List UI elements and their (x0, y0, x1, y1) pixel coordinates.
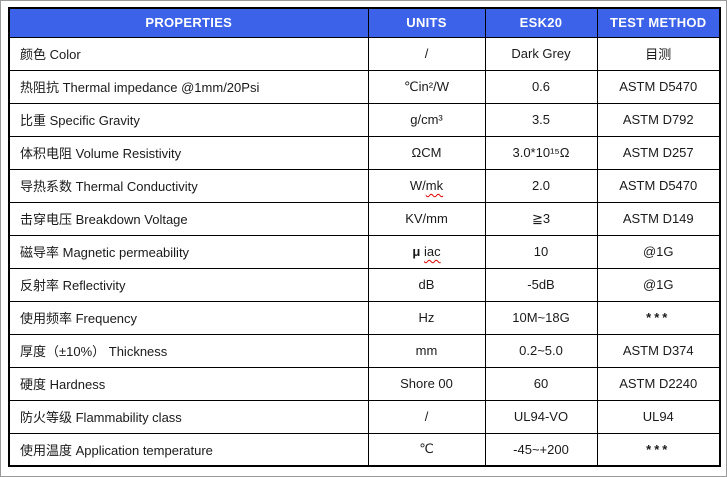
header-units: UNITS (367, 7, 486, 38)
unit-text: g/cm³ (410, 112, 443, 127)
table-row: 使用频率 Frequency Hz 10M~18G *** (8, 300, 721, 335)
test-method-cell: ASTM D5470 (596, 168, 721, 203)
unit-cell: ℃in²/W (367, 69, 486, 104)
unit-cell: Shore 00 (367, 366, 486, 401)
esk20-value-cell: 0.2~5.0 (484, 333, 598, 368)
test-method-cell: @1G (596, 234, 721, 269)
table-row: 硬度 Hardness Shore 00 60 ASTM D2240 (8, 366, 721, 401)
unit-cell: / (367, 36, 486, 71)
unit-text: iac (423, 244, 441, 259)
property-cell: 硬度 Hardness (8, 366, 369, 401)
unit-text: KV/mm (405, 211, 448, 226)
unit-text: ℃in²/W (404, 78, 449, 94)
test-method-cell: 目测 (596, 36, 721, 71)
test-method-cell: *** (596, 432, 721, 467)
table-row: 厚度（±10%） Thickness mm 0.2~5.0 ASTM D374 (8, 333, 721, 368)
property-cell: 击穿电压 Breakdown Voltage (8, 201, 369, 236)
property-cell: 导热系数 Thermal Conductivity (8, 168, 369, 203)
properties-table: PROPERTIES UNITS ESK20 TEST METHOD 颜色 Co… (8, 7, 721, 467)
esk20-value-cell: -45~+200 (484, 432, 598, 467)
esk20-value-cell: 10 (484, 234, 598, 269)
unit-cell: ℃ (367, 432, 486, 467)
unit-text: dB (418, 277, 435, 292)
test-method-cell: ASTM D257 (596, 135, 721, 170)
esk20-value-cell: Dark Grey (484, 36, 598, 71)
esk20-value-cell: 60 (484, 366, 598, 401)
table-row: 磁导率 Magnetic permeability μ iac 10 @1G (8, 234, 721, 269)
unit-text: Hz (418, 310, 435, 325)
property-cell: 磁导率 Magnetic permeability (8, 234, 369, 269)
table-row: 颜色 Color / Dark Grey 目测 (8, 36, 721, 71)
property-cell: 厚度（±10%） Thickness (8, 333, 369, 368)
property-cell: 反射率 Reflectivity (8, 267, 369, 302)
unit-cell: μ iac (367, 234, 486, 269)
unit-cell: Hz (367, 300, 486, 335)
table-row: 使用温度 Application temperature ℃ -45~+200 *** (8, 432, 721, 467)
test-method-cell: ASTM D2240 (596, 366, 721, 401)
unit-text: / (424, 46, 429, 61)
esk20-value-cell: 3.5 (484, 102, 598, 137)
header-esk20: ESK20 (484, 7, 598, 38)
test-method-cell: @1G (596, 267, 721, 302)
unit-text: μ (412, 244, 421, 259)
esk20-value-cell: ≧3 (484, 201, 598, 236)
unit-text: ℃ (419, 441, 434, 457)
unit-cell: dB (367, 267, 486, 302)
table-row: 防火等级 Flammability class / UL94-VO UL94 (8, 399, 721, 434)
property-cell: 使用频率 Frequency (8, 300, 369, 335)
unit-cell: KV/mm (367, 201, 486, 236)
header-test-method: TEST METHOD (596, 7, 721, 38)
unit-text: mk (425, 178, 444, 193)
header-properties: PROPERTIES (8, 7, 369, 38)
esk20-value-cell: -5dB (484, 267, 598, 302)
unit-cell: W/mk (367, 168, 486, 203)
table-row: 比重 Specific Gravity g/cm³ 3.5 ASTM D792 (8, 102, 721, 137)
property-cell: 使用温度 Application temperature (8, 432, 369, 467)
property-cell: 防火等级 Flammability class (8, 399, 369, 434)
table-row: 热阻抗 Thermal impedance @1mm/20Psi ℃in²/W 0.… (8, 69, 721, 104)
test-method-cell: ASTM D5470 (596, 69, 721, 104)
esk20-value-cell: 2.0 (484, 168, 598, 203)
table-row: 击穿电压 Breakdown Voltage KV/mm ≧3 ASTM D149 (8, 201, 721, 236)
unit-text: mm (415, 343, 438, 358)
unit-text: W/ (409, 178, 426, 193)
unit-cell: ΩCM (367, 135, 486, 170)
table-row: 体积电阻 Volume Resistivity ΩCM 3.0*10¹⁵Ω ASTM … (8, 135, 721, 170)
unit-cell: mm (367, 333, 486, 368)
esk20-value-cell: UL94-VO (484, 399, 598, 434)
unit-cell: g/cm³ (367, 102, 486, 137)
esk20-value-cell: 10M~18G (484, 300, 598, 335)
test-method-cell: ASTM D374 (596, 333, 721, 368)
table-row: 反射率 Reflectivity dB -5dB @1G (8, 267, 721, 302)
property-cell: 颜色 Color (8, 36, 369, 71)
unit-text: Shore 00 (400, 376, 453, 391)
header-row: PROPERTIES UNITS ESK20 TEST METHOD (8, 7, 721, 38)
table-body: 颜色 Color / Dark Grey 目测 热阻抗 Thermal impedanc… (8, 36, 721, 467)
unit-cell: / (367, 399, 486, 434)
test-method-cell: ASTM D149 (596, 201, 721, 236)
esk20-value-cell: 0.6 (484, 69, 598, 104)
test-method-cell: *** (596, 300, 721, 335)
test-method-cell: ASTM D792 (596, 102, 721, 137)
test-method-cell: UL94 (596, 399, 721, 434)
esk20-value-cell: 3.0*10¹⁵Ω (484, 135, 598, 170)
property-cell: 体积电阻 Volume Resistivity (8, 135, 369, 170)
property-cell: 热阻抗 Thermal impedance @1mm/20Psi (8, 69, 369, 104)
table-row: 导热系数 Thermal Conductivity W/mk 2.0 ASTM D54… (8, 168, 721, 203)
unit-text: / (424, 409, 429, 424)
property-cell: 比重 Specific Gravity (8, 102, 369, 137)
unit-text: ΩCM (411, 145, 442, 160)
